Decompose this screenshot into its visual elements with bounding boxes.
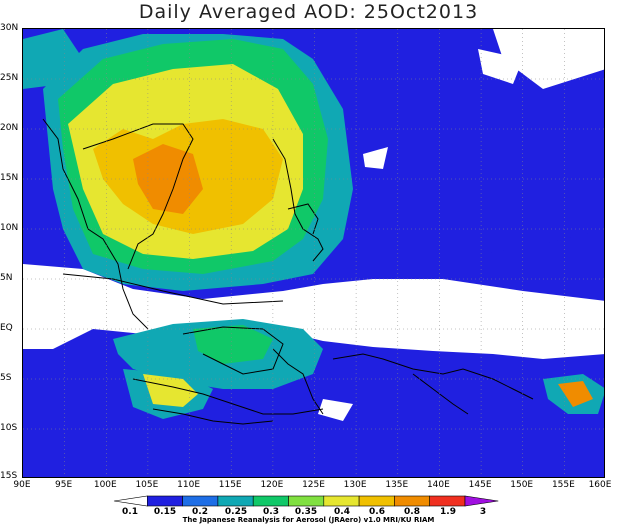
lon-label-100e: 100E [93,480,117,490]
colorbar-label-0.15: 0.15 [153,507,177,517]
aod-map [22,28,605,478]
lat-label-eq: EQ [0,323,13,333]
colorbar-swatch-1 [147,495,183,507]
colorbar-label-0.4: 0.4 [334,507,350,517]
lon-label-125e: 125E [302,480,325,490]
lon-label-140e: 140E [426,480,450,490]
lat-label-5n: 5N [0,273,13,283]
colorbar-swatch-6 [323,495,360,507]
lat-label-15n: 15N [0,173,19,183]
colorbar-swatch-2 [182,495,219,507]
colorbar-label-0.1: 0.1 [122,507,138,517]
colorbar-swatch-5 [288,495,325,507]
lon-label-105e: 105E [135,480,159,490]
lon-label-160e: 160E [588,480,612,490]
colorbar-swatch-10 [464,495,499,507]
lon-label-135e: 135E [385,480,409,490]
colorbar-swatch-3 [217,495,254,507]
lon-label-150e: 150E [510,480,534,490]
colorbar-label-0.6: 0.6 [369,507,385,517]
colorbar-swatch-9 [429,495,466,507]
lon-label-130e: 130E [343,480,367,490]
colorbar-swatch-0 [113,495,148,507]
colorbar-label-0.8: 0.8 [404,507,420,517]
lon-label-95e: 95E [55,480,73,490]
lat-label-25n: 25N [0,73,19,83]
colorbar-label-0.35: 0.35 [294,507,318,517]
colorbar-label-0.3: 0.3 [263,507,279,517]
lon-label-120e: 120E [260,480,284,490]
lat-label-10s: 10S [0,423,18,433]
colorbar-label-0.2: 0.2 [192,507,208,517]
aod-field [23,29,604,477]
colorbar-swatch-4 [252,495,289,507]
lon-label-155e: 155E [551,480,575,490]
lat-label-10n: 10N [0,223,19,233]
colorbar-swatch-8 [394,495,430,507]
colorbar-label-1.9: 1.9 [440,507,456,517]
lon-label-115e: 115E [218,480,242,490]
credit-line: The Japanese Reanalysis for Aerosol (JRA… [182,516,435,524]
lat-label-20n: 20N [0,123,19,133]
map-title: Daily Averaged AOD: 25Oct2013 [138,1,479,23]
lon-label-90e: 90E [13,480,31,490]
lat-label-30n: 30N [0,23,19,33]
colorbar-label-0.25: 0.25 [224,507,248,517]
lat-label-5s: 5S [0,373,12,383]
lat-label-15s: 15S [0,471,18,481]
colorbar-label-3: 3 [479,507,487,517]
lon-label-110e: 110E [177,480,201,490]
lon-label-145e: 145E [468,480,492,490]
colorbar-swatch-7 [358,495,395,507]
